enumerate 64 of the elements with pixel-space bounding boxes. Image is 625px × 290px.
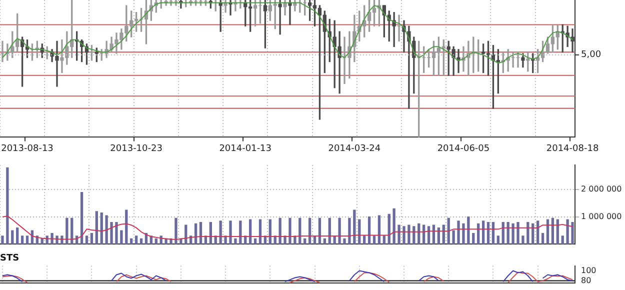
bar xyxy=(408,224,410,244)
bar xyxy=(110,222,113,244)
bar xyxy=(512,223,514,244)
x-tick-label: 2014-03-24 xyxy=(328,144,381,154)
bar xyxy=(95,211,98,244)
bar xyxy=(467,216,470,244)
bar xyxy=(343,238,346,244)
bar xyxy=(392,208,396,244)
bar xyxy=(378,215,381,244)
bar xyxy=(239,220,242,244)
bar xyxy=(571,222,574,244)
bar xyxy=(457,220,460,244)
bar xyxy=(516,222,520,244)
bar xyxy=(105,215,108,244)
bar xyxy=(85,236,88,244)
bar xyxy=(472,232,475,244)
bar xyxy=(234,238,237,244)
bar xyxy=(452,230,455,244)
bar xyxy=(541,232,544,244)
bar xyxy=(26,236,29,244)
bar xyxy=(20,236,24,244)
x-tick-label: 2014-08-18 xyxy=(546,144,599,154)
bar xyxy=(125,210,128,244)
bar xyxy=(174,218,178,244)
bar xyxy=(16,227,19,244)
bar xyxy=(561,236,564,244)
bar xyxy=(363,236,366,244)
y-tick-label: 100 xyxy=(581,266,596,275)
bar xyxy=(368,216,371,244)
bar xyxy=(496,236,500,244)
bar xyxy=(219,220,222,244)
bar xyxy=(90,232,94,244)
bar xyxy=(462,223,465,244)
y-tick-label: 2 000 000 xyxy=(581,184,622,194)
bar xyxy=(278,218,282,244)
bar xyxy=(229,220,232,244)
y-tick-label: 1 000 000 xyxy=(581,212,622,221)
x-tick-label: 2013-10-23 xyxy=(110,144,162,154)
bar xyxy=(398,224,400,244)
y-tick-label: 80 xyxy=(581,276,592,285)
x-tick-label: 2013-08-13 xyxy=(1,144,54,154)
bar xyxy=(353,210,356,244)
bar xyxy=(1,236,4,244)
bar xyxy=(11,230,14,244)
bar xyxy=(382,236,386,244)
bar xyxy=(338,218,341,244)
text: 5,00 xyxy=(581,50,602,60)
bar xyxy=(100,212,103,244)
bar xyxy=(522,236,524,244)
bar xyxy=(80,192,84,244)
x-tick-label: 2014-01-13 xyxy=(219,144,272,154)
bar xyxy=(402,226,406,244)
bar xyxy=(566,219,569,244)
bar xyxy=(348,218,351,244)
bar xyxy=(288,218,292,244)
x-tick-label: 2014-06-05 xyxy=(437,144,490,154)
bar xyxy=(115,222,118,244)
chart-title: STS xyxy=(0,254,20,264)
bar xyxy=(482,220,485,244)
bar xyxy=(120,230,123,244)
bar xyxy=(50,232,54,244)
bar xyxy=(134,236,138,244)
bar xyxy=(372,236,376,244)
bar xyxy=(6,167,9,244)
